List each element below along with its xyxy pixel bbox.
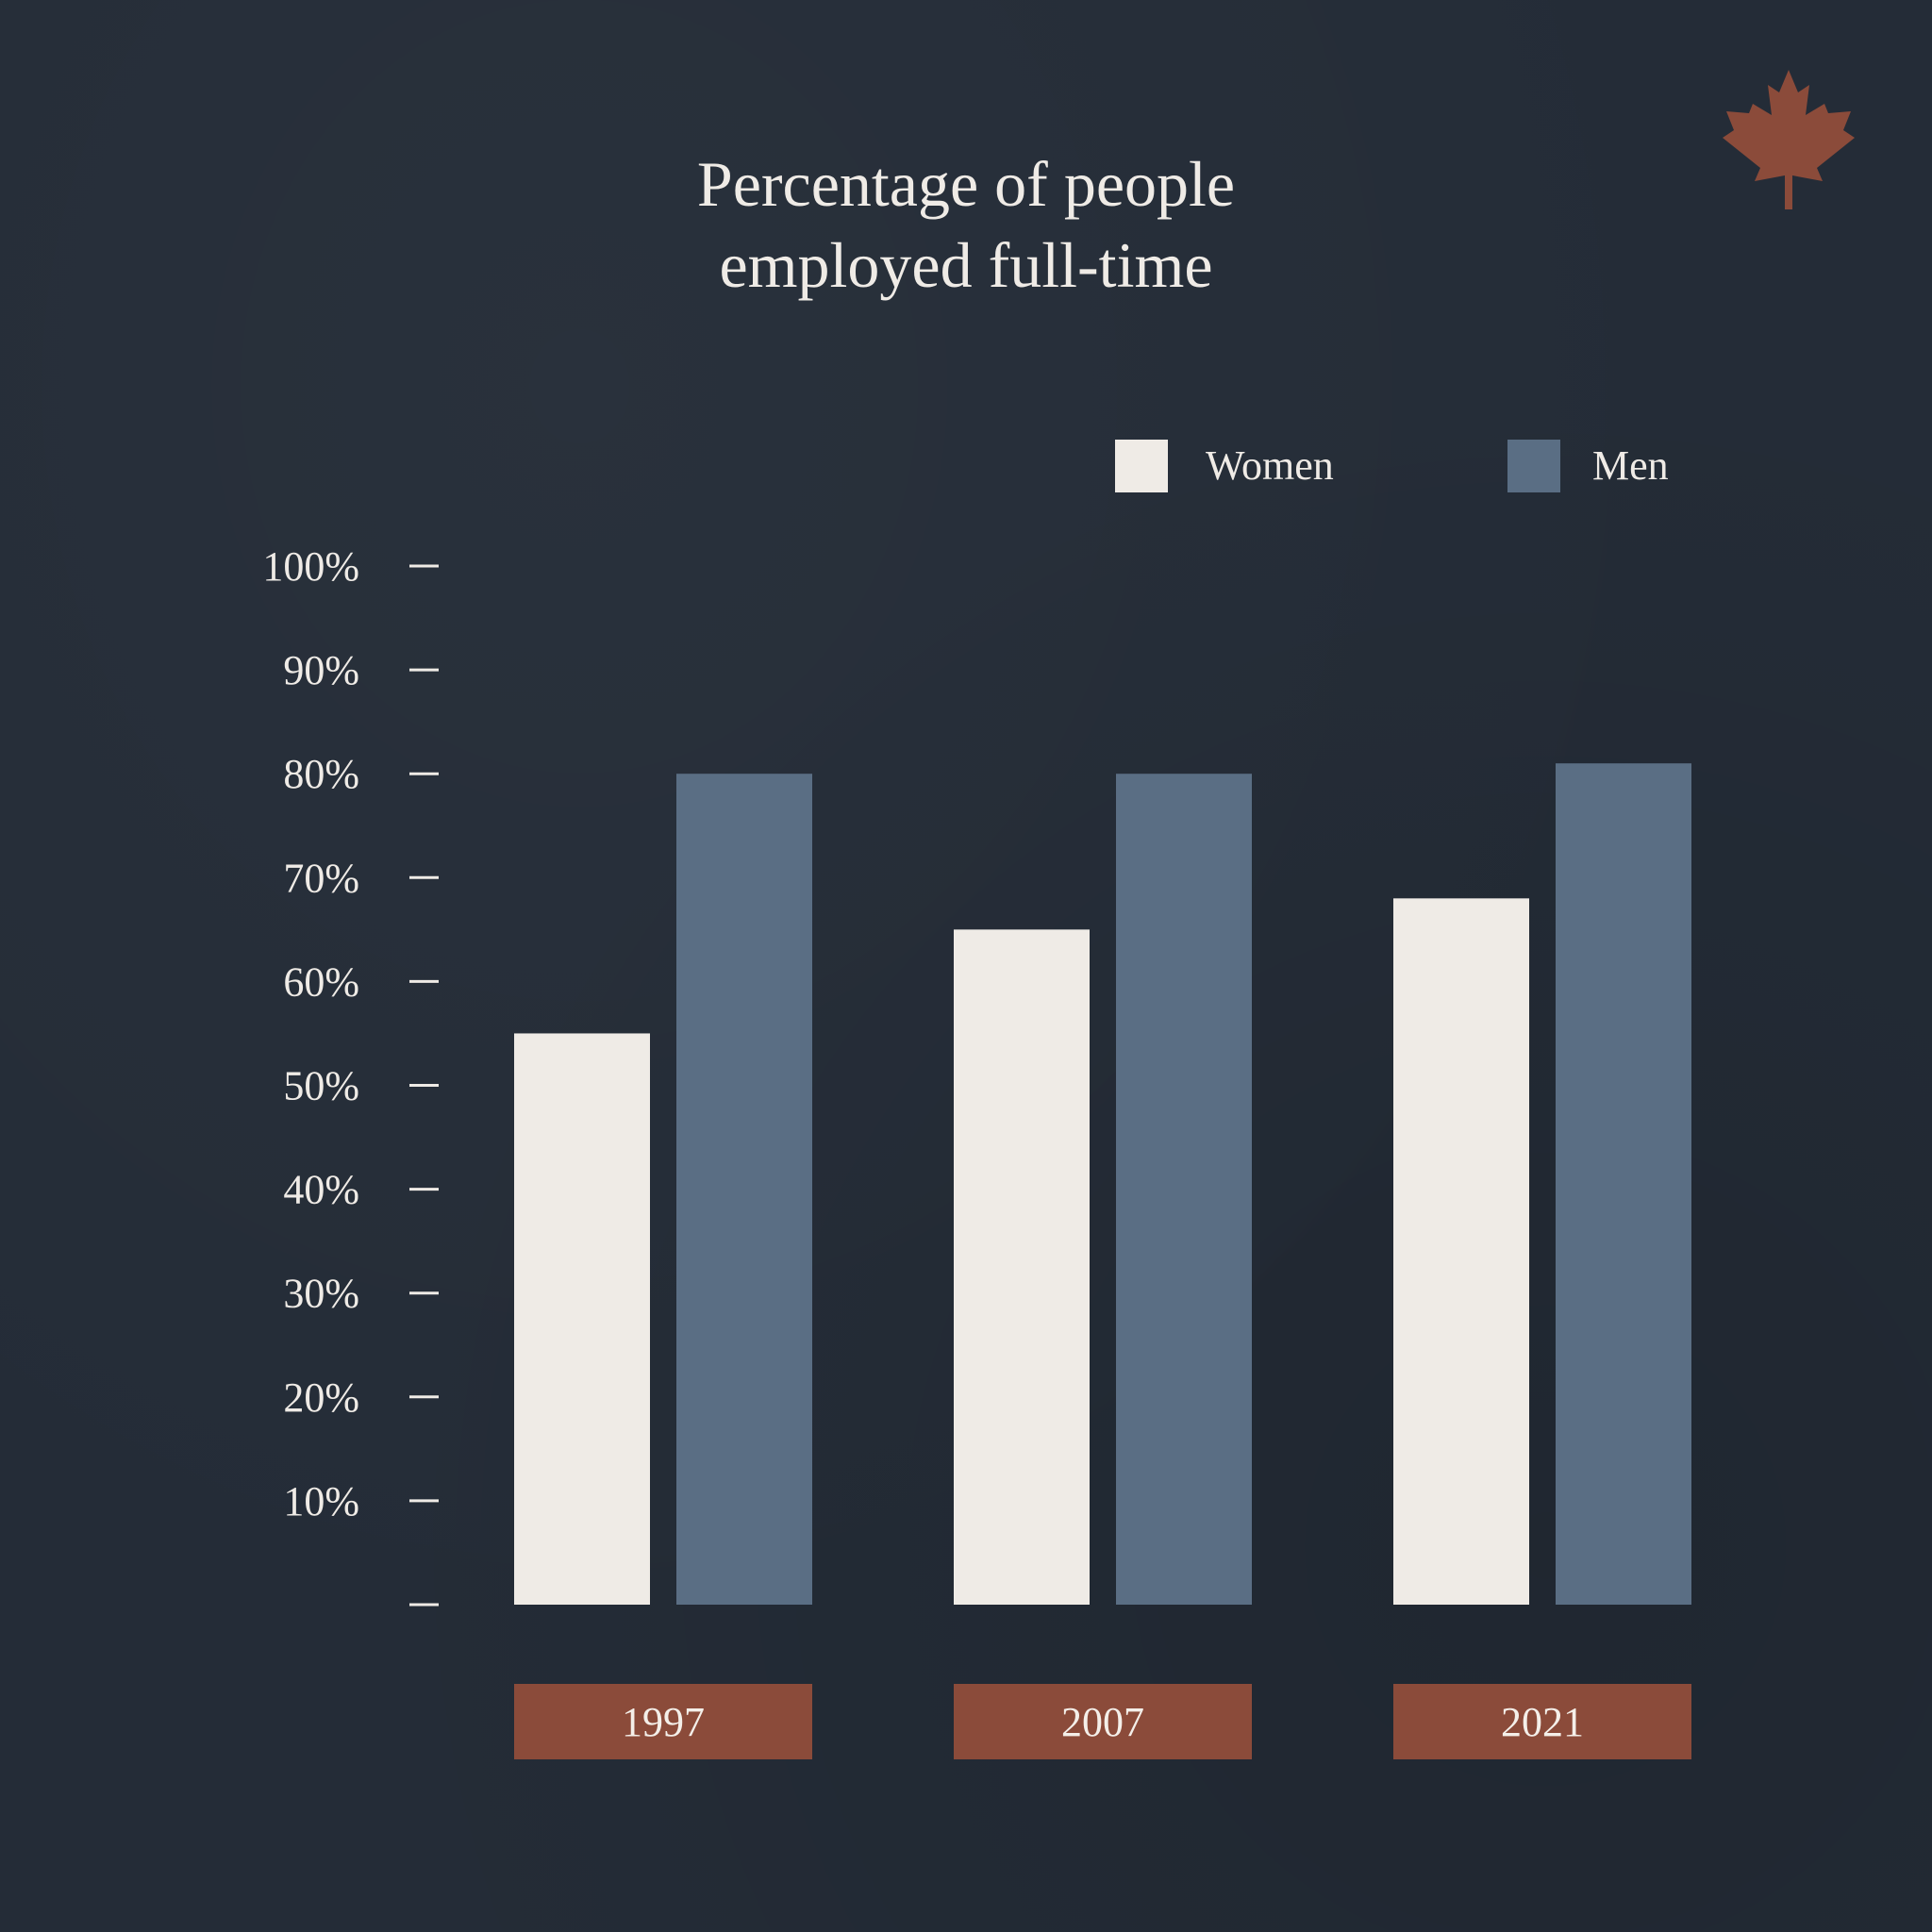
legend-label-men: Men <box>1592 442 1669 489</box>
y-tick-label: 100% <box>262 543 359 590</box>
category-box-1997 <box>514 1684 812 1759</box>
category-label-2021: 2021 <box>1501 1699 1584 1745</box>
bar-women-2007 <box>954 929 1090 1605</box>
y-tick-label: 10% <box>283 1478 359 1524</box>
chart-title: Percentage of people employed full-time <box>447 143 1485 306</box>
category-label-1997: 1997 <box>622 1699 705 1745</box>
legend-swatch-men <box>1507 440 1560 492</box>
chart-title-line-2: employed full-time <box>719 229 1213 301</box>
y-tick-label: 70% <box>283 855 359 901</box>
legend-label-women: Women <box>1206 442 1334 489</box>
y-tick-label: 40% <box>283 1167 359 1213</box>
y-tick-label: 80% <box>283 751 359 797</box>
y-tick-label: 30% <box>283 1271 359 1317</box>
y-tick-label: 50% <box>283 1063 359 1109</box>
chart-title-line-1: Percentage of people <box>696 148 1236 220</box>
maple-leaf-icon <box>1723 70 1855 209</box>
legend-swatch-women <box>1115 440 1168 492</box>
category-box-2021 <box>1393 1684 1691 1759</box>
bar-women-1997 <box>514 1033 650 1605</box>
bar-men-2021 <box>1556 763 1691 1605</box>
bar-men-2007 <box>1116 774 1252 1605</box>
bar-women-2021 <box>1393 898 1529 1605</box>
y-tick-label: 60% <box>283 958 359 1005</box>
y-tick-label: 20% <box>283 1374 359 1421</box>
category-box-2007 <box>954 1684 1252 1759</box>
category-label-2007: 2007 <box>1061 1699 1144 1745</box>
y-tick-label: 90% <box>283 647 359 693</box>
bar-men-1997 <box>676 774 812 1605</box>
